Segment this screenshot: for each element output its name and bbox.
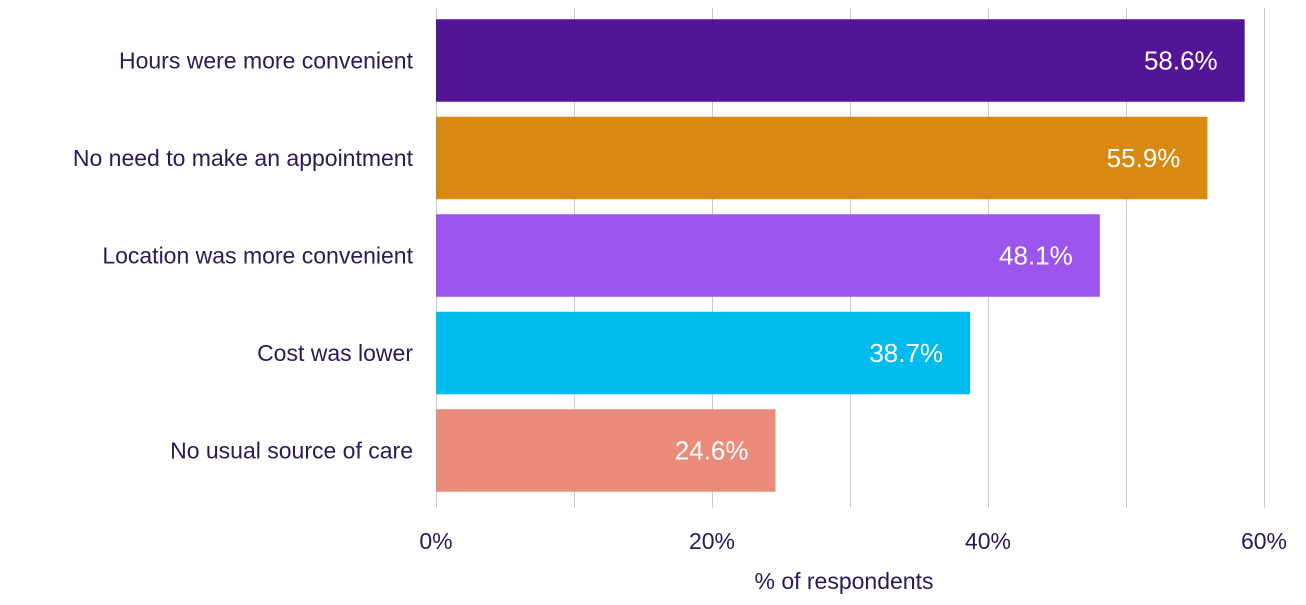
data-label: 58.6% [1144, 46, 1218, 76]
bars: 58.6% 55.9% 48.1% 38.7% 24.6% [436, 19, 1245, 492]
bar [436, 214, 1100, 297]
x-tick-label: 20% [689, 528, 735, 554]
bar [436, 116, 1208, 200]
data-label: 24.6% [675, 436, 749, 466]
x-tick-label: 40% [965, 528, 1011, 554]
data-label: 38.7% [869, 338, 943, 368]
data-label: 55.9% [1107, 143, 1181, 173]
x-tick-label: 60% [1241, 528, 1287, 554]
category-label: Cost was lower [257, 340, 413, 366]
category-label: No need to make an appointment [73, 145, 414, 171]
category-label: Location was more convenient [102, 243, 413, 269]
x-axis-ticks: 0% 20% 40% 60% [419, 528, 1287, 554]
category-label: No usual source of care [170, 438, 413, 464]
bar [436, 409, 776, 492]
category-label: Hours were more convenient [119, 48, 414, 74]
x-tick-label: 0% [419, 528, 452, 554]
bar [436, 311, 971, 395]
category-labels: Hours were more convenient No need to mak… [73, 48, 414, 464]
x-axis-title: % of respondents [754, 568, 933, 594]
bar [436, 19, 1245, 102]
data-label: 48.1% [999, 241, 1073, 271]
